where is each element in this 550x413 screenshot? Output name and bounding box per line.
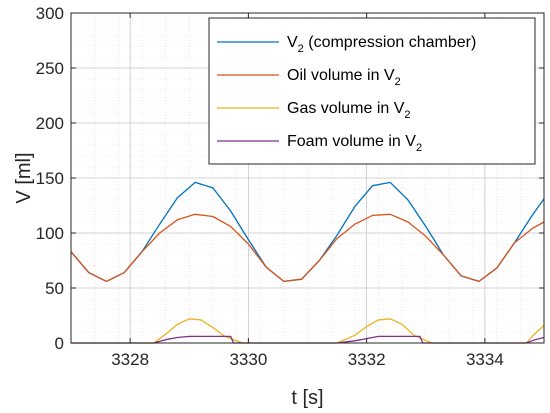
legend-label-3: Gas volume in V2 [287,100,411,121]
legend-label-text: Foam volume in V [287,133,416,150]
y-tick-label: 250 [36,59,64,78]
legend-label-2: Oil volume in V2 [287,67,401,88]
legend-label-4: Foam volume in V2 [287,133,422,154]
y-tick-label: 100 [36,224,64,243]
legend-label-subscript: 2 [416,142,422,154]
y-tick-label: 50 [45,279,64,298]
x-axis-label: t [s] [291,387,323,409]
legend-label-suffix: (compression chamber) [304,34,477,51]
x-tick-label: 3334 [466,350,504,369]
legend: V2 (compression chamber)Oil volume in V2… [208,17,536,165]
legend-label-subscript: 2 [395,76,401,88]
y-tick-label: 300 [36,4,64,23]
legend-label-text: Oil volume in V [287,67,395,84]
series-line-1 [70,181,545,283]
legend-label-text: Gas volume in V [287,100,405,117]
x-tick-label: 3332 [348,350,386,369]
legend-label-subscript: 2 [404,109,410,121]
y-axis-label: V [ml] [13,152,35,203]
series-line-2 [70,213,545,283]
tick-labels: 3328 3330 3332 3334 0 50 100 150 200 250 300 [36,4,504,369]
legend-label-text: V [287,34,298,51]
axis-ticks [71,12,544,344]
x-tick-label: 3330 [229,350,267,369]
y-tick-label: 200 [36,114,64,133]
y-tick-label: 150 [36,169,64,188]
x-tick-label: 3328 [111,350,149,369]
legend-label-subscript: 2 [298,43,304,55]
legend-label-1: V2 (compression chamber) [287,34,476,55]
y-tick-label: 0 [55,334,64,353]
